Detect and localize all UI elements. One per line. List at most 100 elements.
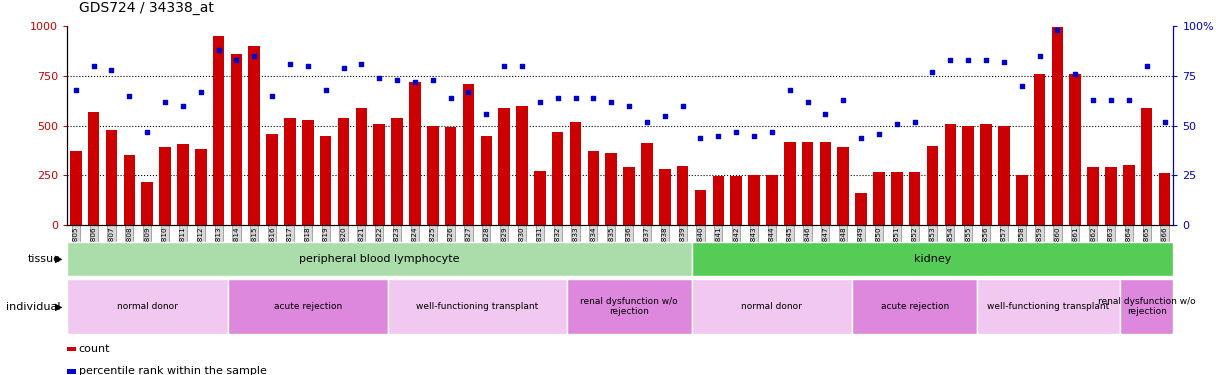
Bar — [891, 172, 902, 225]
Bar — [838, 147, 849, 225]
Bar — [1141, 108, 1153, 225]
Point — [619, 103, 638, 109]
Point — [816, 111, 835, 117]
Bar — [285, 118, 295, 225]
Point — [726, 129, 745, 135]
Bar — [1034, 74, 1046, 225]
Bar — [355, 108, 367, 225]
Bar — [659, 170, 670, 225]
Bar — [445, 127, 456, 225]
Text: normal donor: normal donor — [742, 302, 803, 311]
Bar — [141, 182, 153, 225]
Point — [226, 57, 246, 63]
Point — [869, 130, 889, 136]
Text: normal donor: normal donor — [117, 302, 178, 311]
Bar — [855, 193, 867, 225]
Point — [958, 57, 978, 63]
Point — [548, 95, 568, 101]
Bar — [624, 167, 635, 225]
Point — [280, 61, 299, 67]
Bar — [71, 152, 81, 225]
Point — [458, 89, 478, 95]
Point — [1119, 97, 1138, 103]
Point — [1065, 71, 1085, 77]
Point — [637, 118, 657, 124]
Point — [995, 59, 1014, 65]
Bar — [962, 126, 974, 225]
Point — [423, 77, 443, 83]
Bar — [731, 176, 742, 225]
Point — [530, 99, 550, 105]
Point — [66, 87, 85, 93]
Text: well-functioning transplant: well-functioning transplant — [416, 302, 539, 311]
Text: individual: individual — [6, 302, 61, 312]
Point — [512, 63, 531, 69]
Point — [119, 93, 139, 99]
Bar — [587, 152, 599, 225]
Text: acute rejection: acute rejection — [274, 302, 342, 311]
Bar — [1015, 176, 1028, 225]
Point — [886, 121, 906, 127]
Bar — [195, 150, 207, 225]
Point — [709, 133, 728, 139]
Point — [1137, 63, 1156, 69]
Point — [370, 75, 389, 81]
Point — [1048, 27, 1068, 33]
Text: acute rejection: acute rejection — [880, 302, 948, 311]
Point — [298, 63, 317, 69]
Text: tissue: tissue — [28, 254, 61, 264]
Point — [762, 129, 782, 135]
Bar — [945, 124, 956, 225]
Point — [333, 65, 353, 71]
Bar — [641, 142, 653, 225]
Text: ▶: ▶ — [55, 254, 62, 264]
Bar — [517, 106, 528, 225]
Point — [584, 95, 603, 101]
Point — [173, 103, 192, 109]
Point — [851, 135, 871, 141]
Point — [779, 87, 799, 93]
Point — [905, 118, 924, 124]
Bar — [373, 124, 385, 225]
Bar — [820, 141, 832, 225]
Point — [102, 67, 122, 73]
Point — [388, 77, 407, 83]
Bar — [1105, 167, 1116, 225]
Point — [156, 99, 175, 105]
Point — [923, 69, 942, 75]
Bar — [159, 147, 170, 225]
Bar — [998, 126, 1009, 225]
Point — [263, 93, 282, 99]
Bar — [1124, 165, 1135, 225]
Point — [1030, 53, 1049, 59]
Point — [1155, 118, 1175, 124]
Bar — [1159, 173, 1170, 225]
Point — [655, 112, 675, 118]
Text: peripheral blood lymphocyte: peripheral blood lymphocyte — [299, 254, 460, 264]
Bar — [178, 144, 188, 225]
Bar — [231, 54, 242, 225]
Bar — [570, 122, 581, 225]
Bar — [462, 84, 474, 225]
Bar — [1070, 74, 1081, 225]
Bar — [694, 190, 706, 225]
Text: renal dysfunction w/o
rejection: renal dysfunction w/o rejection — [580, 297, 677, 316]
Bar — [392, 118, 402, 225]
Bar — [266, 134, 278, 225]
Bar — [124, 155, 135, 225]
Point — [351, 61, 371, 67]
Bar — [480, 136, 492, 225]
Bar — [801, 141, 814, 225]
Point — [672, 103, 692, 109]
Point — [602, 99, 621, 105]
Text: renal dysfunction w/o
rejection: renal dysfunction w/o rejection — [1098, 297, 1195, 316]
Point — [495, 63, 514, 69]
Bar — [713, 176, 724, 225]
Point — [976, 57, 996, 63]
Bar — [106, 130, 117, 225]
Bar — [248, 46, 260, 225]
Bar — [534, 171, 546, 225]
Bar — [908, 172, 921, 225]
Text: ▶: ▶ — [55, 302, 62, 312]
Bar — [409, 82, 421, 225]
